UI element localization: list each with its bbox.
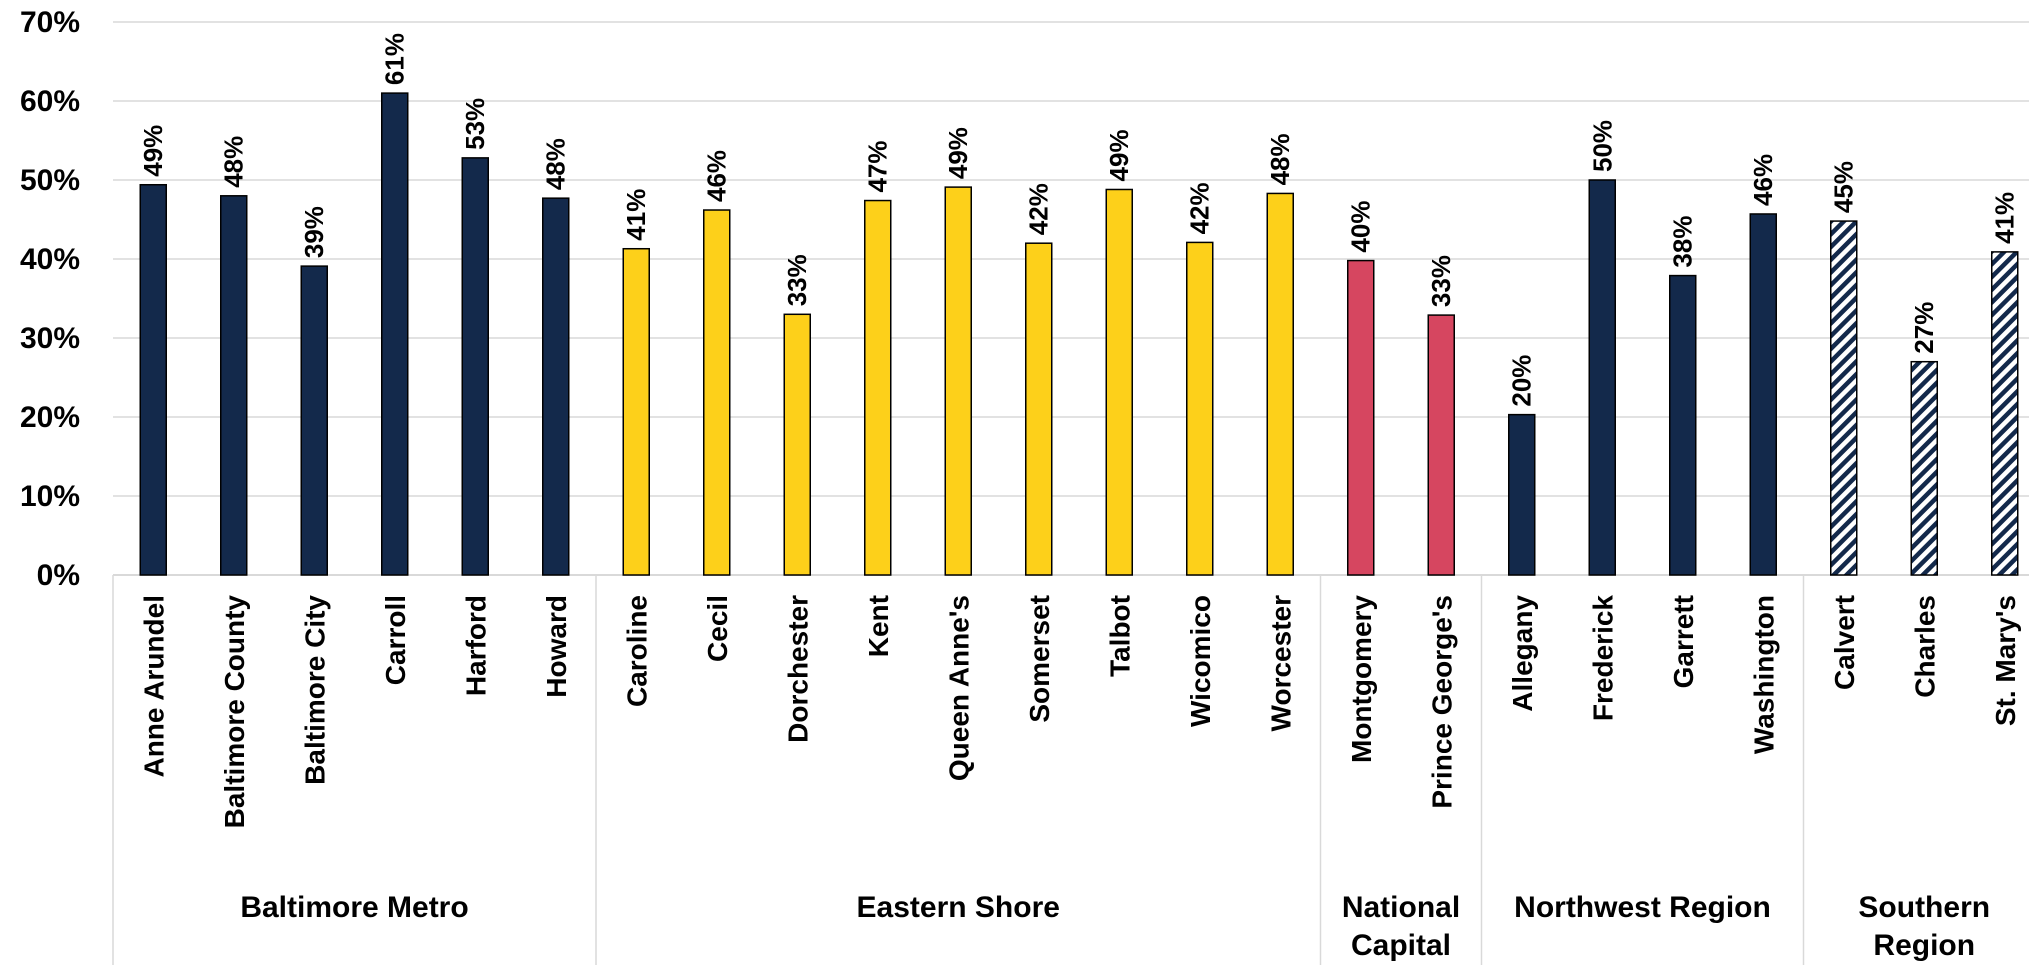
- bar-baltimore-county: [220, 195, 248, 576]
- group-label: Capital: [1351, 929, 1451, 962]
- value-label: 42%: [1024, 183, 1054, 235]
- value-label: 38%: [1668, 216, 1698, 268]
- category-label: Baltimore County: [219, 595, 250, 829]
- value-label: 33%: [1426, 255, 1456, 307]
- y-tick-label: 20%: [20, 401, 80, 434]
- category-label: Calvert: [1829, 595, 1860, 690]
- value-label: 53%: [460, 98, 490, 150]
- value-label: 41%: [1990, 192, 2020, 244]
- category-label: Montgomery: [1346, 595, 1377, 763]
- category-labels: Anne Arundel Baltimore County Baltimore Ci…: [138, 595, 2021, 829]
- value-label: 45%: [1829, 161, 1859, 213]
- category-label: Talbot: [1104, 595, 1135, 677]
- value-label: 40%: [1346, 201, 1376, 253]
- value-label: 39%: [299, 206, 329, 258]
- bars: [139, 92, 2019, 576]
- value-label: 61%: [380, 33, 410, 85]
- value-label: 41%: [621, 189, 651, 241]
- value-label: 48%: [1265, 133, 1295, 185]
- bar-calvert: [1830, 220, 1858, 576]
- group-label: National: [1342, 891, 1460, 924]
- gridlines: [112, 21, 2029, 965]
- y-tick-label: 30%: [20, 322, 80, 355]
- value-label: 42%: [1185, 182, 1215, 234]
- bar-montgomery: [1347, 259, 1375, 576]
- bar-baltimore-city: [300, 265, 328, 576]
- group-label: Eastern Shore: [857, 891, 1060, 924]
- bar-howard: [542, 197, 570, 576]
- value-label: 47%: [863, 140, 893, 192]
- category-label: Cecil: [702, 595, 733, 662]
- y-tick-label: 70%: [20, 6, 80, 39]
- y-tick-label: 40%: [20, 243, 80, 276]
- bar-queen-anne-s: [944, 186, 972, 576]
- category-label: Howard: [541, 595, 572, 698]
- value-label: 48%: [219, 136, 249, 188]
- category-label: Wicomico: [1185, 595, 1216, 727]
- category-label: Kent: [863, 595, 894, 657]
- category-label: Carroll: [380, 595, 411, 685]
- bar-harford: [461, 157, 489, 576]
- group-labels: Baltimore Metro Eastern Shore National Capi…: [240, 891, 1990, 962]
- category-label: Harford: [460, 595, 491, 696]
- bar-kent: [864, 199, 892, 576]
- bar-allegany: [1508, 413, 1536, 576]
- bar-caroline: [622, 247, 650, 576]
- y-tick-label: 60%: [20, 85, 80, 118]
- value-label: 49%: [1104, 129, 1134, 181]
- bar-somerset: [1025, 242, 1053, 576]
- y-tick-label: 50%: [20, 164, 80, 197]
- value-labels: 49% 48% 39% 61% 53% 48% 41% 46% 33% 47% 49% 42% 49% 4…: [138, 33, 2020, 407]
- bar-charles: [1910, 360, 1938, 576]
- category-label: Allegany: [1507, 595, 1538, 712]
- category-label: Anne Arundel: [138, 595, 169, 778]
- category-label: Prince George's: [1426, 595, 1457, 809]
- group-label: Region: [1873, 929, 1975, 962]
- value-label: 49%: [943, 127, 973, 179]
- value-label: 27%: [1909, 302, 1939, 354]
- category-label: Somerset: [1024, 595, 1055, 723]
- value-label: 33%: [782, 254, 812, 306]
- category-label: Dorchester: [782, 595, 813, 743]
- bar-washington: [1749, 213, 1777, 576]
- value-label: 48%: [541, 138, 571, 190]
- bar-worcester: [1266, 192, 1294, 576]
- category-label: Baltimore City: [299, 595, 330, 785]
- group-label: Baltimore Metro: [240, 891, 468, 924]
- category-label: Washington: [1748, 595, 1779, 754]
- value-label: 50%: [1587, 120, 1617, 172]
- category-label: Frederick: [1587, 595, 1618, 721]
- bar-talbot: [1105, 188, 1133, 576]
- category-label: Caroline: [621, 595, 652, 707]
- category-label: Charles: [1909, 595, 1940, 698]
- category-label: Queen Anne's: [943, 595, 974, 781]
- bar-st-mary-s: [1991, 251, 2019, 576]
- bar-cecil: [703, 209, 731, 576]
- value-label: 46%: [1748, 154, 1778, 206]
- bar-garrett: [1669, 274, 1697, 576]
- bar-carroll: [381, 92, 409, 576]
- category-label: Worcester: [1265, 595, 1296, 732]
- y-axis: 0% 10% 20% 30% 40% 50% 60% 70%: [20, 6, 80, 592]
- value-label: 20%: [1507, 355, 1537, 407]
- bar-frederick: [1588, 179, 1616, 576]
- bar-prince-george-s: [1427, 314, 1455, 576]
- y-tick-label: 0%: [37, 559, 80, 592]
- y-tick-label: 10%: [20, 480, 80, 513]
- value-label: 46%: [702, 150, 732, 202]
- bar-wicomico: [1186, 241, 1214, 576]
- group-label: Northwest Region: [1514, 891, 1771, 924]
- group-label: Southern: [1858, 891, 1990, 924]
- category-label: Garrett: [1668, 595, 1699, 688]
- category-label: St. Mary's: [1990, 595, 2021, 726]
- bar-dorchester: [783, 313, 811, 576]
- value-label: 49%: [138, 125, 168, 177]
- bar-anne-arundel: [139, 183, 167, 576]
